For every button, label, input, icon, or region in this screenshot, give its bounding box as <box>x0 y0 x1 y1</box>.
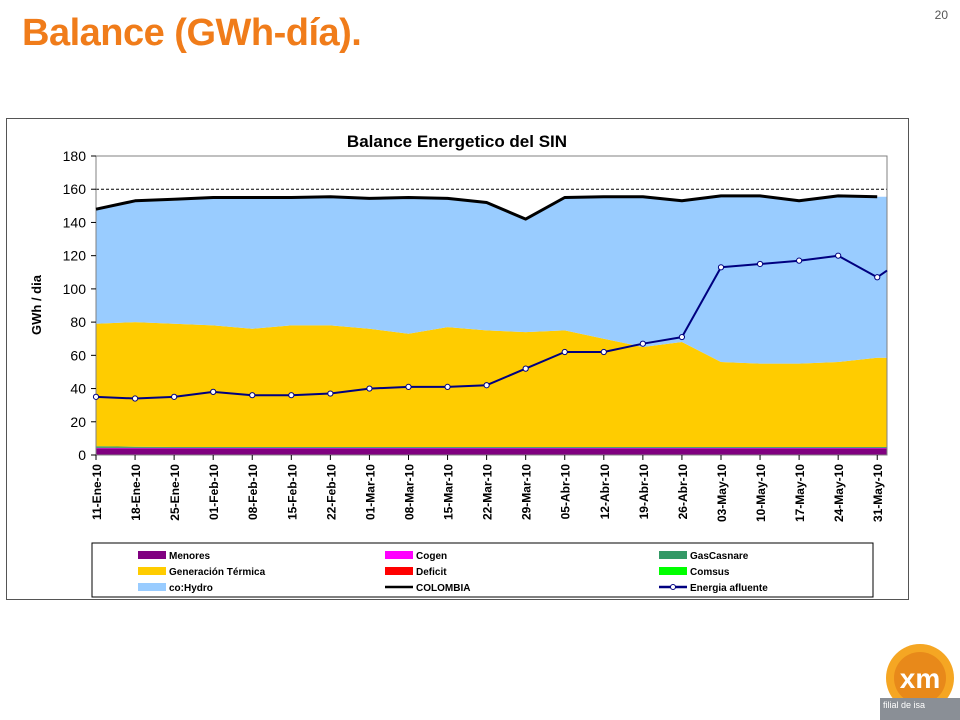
afluente-marker <box>92 393 100 400</box>
x-tick-label: 11-Ene-10 <box>90 464 104 520</box>
afluente-marker <box>678 333 686 341</box>
afluente-marker <box>756 260 764 268</box>
x-tick-label: 15-Feb-10 <box>285 464 299 520</box>
x-tick-label: 29-Mar-10 <box>520 464 534 520</box>
afluente-marker <box>444 383 451 390</box>
legend-swatch <box>138 567 166 575</box>
y-tick-label: 140 <box>63 214 87 230</box>
legend-label: Cogen <box>416 551 447 562</box>
legend-label: GasCasnare <box>690 551 749 562</box>
afluente-marker <box>366 385 373 392</box>
plot-area-border <box>95 155 888 456</box>
y-tick-label: 120 <box>63 248 87 264</box>
afluente-marker <box>171 393 178 400</box>
legend-swatch <box>659 567 687 575</box>
legend-marker <box>670 584 676 590</box>
afluente-marker <box>522 365 529 372</box>
legend-label: Generación Térmica <box>169 567 266 578</box>
afluente-marker <box>600 348 607 356</box>
legend-label: COLOMBIA <box>416 583 470 594</box>
chart-frame: Balance Energetico del SIN GWh / dia 0 20 40… <box>6 118 909 600</box>
afluente-marker <box>288 392 295 399</box>
legend-swatch <box>138 551 166 559</box>
area-generaci-n-t-rmica <box>96 322 887 447</box>
balance-chart: Balance Energetico del SIN GWh / dia 0 20 40… <box>29 132 888 598</box>
logo-band <box>880 698 960 720</box>
legend-label: Comsus <box>690 567 730 578</box>
line-energia-afluente <box>95 254 888 400</box>
x-tick-label: 01-Mar-10 <box>363 464 377 520</box>
x-tick-label: 12-Abr-10 <box>598 464 612 520</box>
area-gascasnare <box>96 446 887 448</box>
afluente-marker <box>561 348 568 356</box>
area-cogen <box>96 447 887 449</box>
x-tick-label: 08-Feb-10 <box>246 464 260 520</box>
x-tick-label: 22-Mar-10 <box>481 464 495 520</box>
legend-label: Menores <box>169 551 211 562</box>
x-tick-label: 01-Feb-10 <box>207 464 221 520</box>
legend-label: Deficit <box>416 567 447 578</box>
y-tick-label: 60 <box>70 347 86 363</box>
area-menores <box>96 448 887 455</box>
legend-swatch <box>385 567 413 575</box>
y-tick-label: 40 <box>70 381 86 397</box>
afluente-marker <box>210 388 217 395</box>
x-tick-label: 03-May-10 <box>715 464 729 522</box>
y-tick-label: 0 <box>78 447 86 463</box>
x-tick-label: 22-Feb-10 <box>324 464 338 520</box>
x-tick-label: 19-Abr-10 <box>637 464 651 520</box>
legend-swatch <box>659 551 687 559</box>
legend-swatch <box>385 551 413 559</box>
x-tick-label: 26-Abr-10 <box>676 464 690 520</box>
afluente-marker <box>131 395 139 402</box>
afluente-marker <box>717 264 725 271</box>
afluente-marker <box>249 392 256 399</box>
line-colombia <box>95 194 878 221</box>
x-tick-label: 10-May-10 <box>754 464 768 522</box>
area-co-hydro <box>96 195 887 364</box>
logo-text: xm <box>900 663 940 694</box>
x-tick-label: 18-Ene-10 <box>129 464 143 521</box>
y-tick-label: 20 <box>70 414 86 430</box>
legend-label: Energia afluente <box>690 583 768 594</box>
afluente-marker <box>639 340 646 347</box>
x-tick-label: 15-Mar-10 <box>442 464 456 520</box>
y-tick-label: 160 <box>63 181 87 197</box>
legend-label: co:Hydro <box>169 583 213 594</box>
y-tick-label: 80 <box>70 314 86 330</box>
chart-title: Balance Energetico del SIN <box>347 132 567 151</box>
afluente-marker <box>796 257 803 264</box>
legend-box <box>91 542 874 598</box>
y-tick-label: 100 <box>63 281 87 297</box>
logo-tagline: filial de isa <box>883 700 926 710</box>
afluente-marker <box>874 274 881 281</box>
slide-title: Balance (GWh-día). <box>22 12 362 54</box>
x-tick-label: 25-Ene-10 <box>168 464 182 521</box>
afluente-marker <box>483 382 490 389</box>
y-axis-label: GWh / dia <box>29 274 44 335</box>
legend-swatch <box>138 583 166 591</box>
logo-sun-inner <box>894 652 946 704</box>
x-tick-label: 05-Abr-10 <box>559 464 573 520</box>
x-tick-label: 31-May-10 <box>871 464 885 522</box>
x-tick-label: 08-Mar-10 <box>402 464 416 520</box>
y-tick-label: 180 <box>63 148 87 164</box>
page-number: 20 <box>934 8 948 22</box>
afluente-marker <box>405 383 412 390</box>
afluente-marker <box>327 390 334 397</box>
xm-logo: xm <box>880 644 960 720</box>
afluente-marker <box>835 252 842 259</box>
x-tick-label: 17-May-10 <box>793 464 807 522</box>
x-tick-label: 24-May-10 <box>832 464 846 522</box>
